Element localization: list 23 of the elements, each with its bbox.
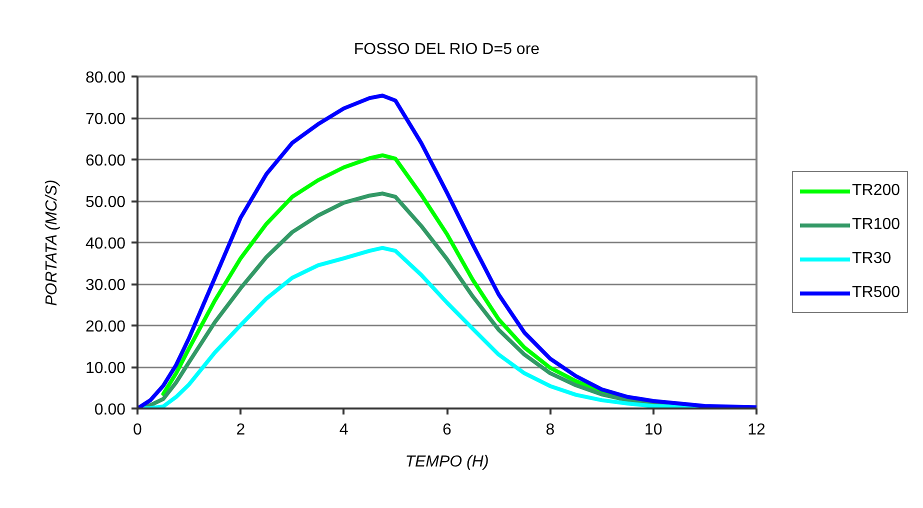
- chart-title: FOSSO DEL RIO D=5 ore: [354, 41, 540, 58]
- legend-label: TR200: [852, 181, 900, 201]
- y-tick-label: 80.00: [85, 70, 126, 86]
- y-tick-label: 40.00: [85, 236, 126, 252]
- x-tick-label: 0: [133, 422, 142, 438]
- x-tick-label: 12: [748, 422, 766, 438]
- y-tick-label: 70.00: [85, 111, 126, 128]
- x-tick-label: 10: [644, 422, 662, 438]
- x-tick-label: 4: [339, 422, 348, 438]
- legend-label: TR500: [852, 283, 900, 303]
- y-tick-label: 50.00: [85, 194, 126, 211]
- legend-label: TR30: [852, 249, 892, 269]
- y-tick-label: 10.00: [85, 360, 126, 377]
- y-tick-label: 60.00: [85, 152, 126, 170]
- legend-label: TR100: [852, 215, 900, 235]
- x-axis-title: TEMPO (H): [405, 454, 489, 470]
- y-tick-label: 0.00: [94, 402, 126, 418]
- y-tick-label: 20.00: [85, 318, 126, 336]
- y-tick-label: 30.00: [85, 277, 126, 294]
- y-axis-title: PORTATA (MC/S): [43, 180, 60, 306]
- x-tick-label: 8: [546, 422, 555, 438]
- x-tick-label: 6: [442, 422, 452, 438]
- x-tick-label: 2: [236, 422, 246, 438]
